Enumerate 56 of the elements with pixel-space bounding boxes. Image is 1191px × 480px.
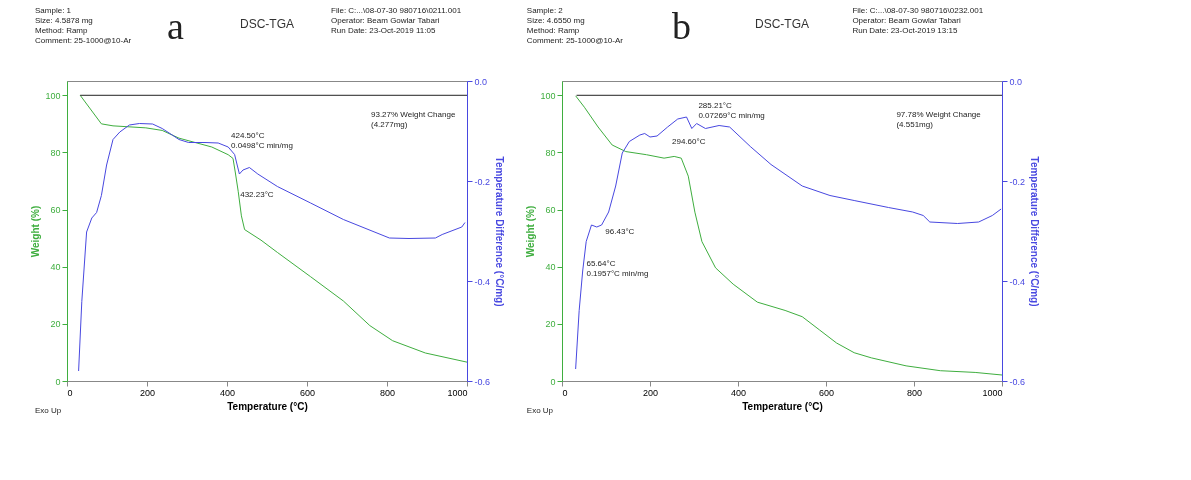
x-tick-label: 400 bbox=[219, 387, 236, 398]
x-tick-label: 400 bbox=[730, 387, 747, 398]
y-tick-label: 80 bbox=[50, 147, 61, 158]
y-tick-label: 40 bbox=[545, 262, 556, 273]
y2-tick-label: 0.0 bbox=[474, 76, 488, 87]
y-tick-label: 100 bbox=[540, 90, 556, 101]
y-tick-label: 100 bbox=[45, 90, 61, 101]
x-tick-label: 1000 bbox=[447, 387, 468, 398]
x-tick-label: 1000 bbox=[982, 387, 1003, 398]
y2-axis-title: Temperature Difference (°C/mg) bbox=[1029, 156, 1041, 307]
text: Sample: 1 Size: 4.5878 mg Method: Ramp Comment: 25-1000@10-Ar bbox=[35, 6, 132, 45]
y-tick-label: 60 bbox=[545, 205, 556, 216]
x-axis-title: Temperature (°C) bbox=[227, 400, 308, 412]
y2-tick-label: -0.2 bbox=[1009, 176, 1026, 187]
x-axis-title: Temperature (°C) bbox=[742, 400, 823, 412]
x-tick-label: 800 bbox=[906, 387, 923, 398]
annotation: 294.60°C bbox=[672, 137, 706, 146]
text: Sample: 2 Size: 4.6550 mg Method: Ramp Comment: 25-1000@10-Ar bbox=[526, 6, 624, 45]
text: Exo Up bbox=[526, 406, 554, 415]
y-axis-title: Weight (%) bbox=[525, 205, 537, 258]
y2-tick-label: 0.0 bbox=[1009, 76, 1023, 87]
x-tick-label: 200 bbox=[139, 387, 156, 398]
y2-tick-label: -0.2 bbox=[474, 176, 491, 187]
annotation: 65.64°C 0.1957°C min/mg bbox=[586, 259, 649, 279]
annotation: 97.78% Weight Change (4.551mg) bbox=[896, 110, 982, 129]
y2-tick-label: -0.4 bbox=[1009, 276, 1026, 287]
x-tick-label: 600 bbox=[299, 387, 316, 398]
text: b bbox=[672, 5, 691, 47]
annotation: 432.23°C bbox=[240, 190, 274, 200]
y-axis-title: Weight (%) bbox=[30, 205, 42, 258]
x-tick-label: 0 bbox=[562, 387, 568, 398]
chart-title: DSC-TGA bbox=[240, 17, 294, 31]
x-tick-label: 800 bbox=[379, 387, 396, 398]
y-tick-label: 20 bbox=[545, 319, 556, 330]
annotation: 285.21°C 0.07269°C min/mg bbox=[698, 101, 765, 120]
y2-tick-label: -0.4 bbox=[474, 276, 491, 287]
y-tick-label: 80 bbox=[545, 147, 556, 158]
y-tick-label: 40 bbox=[50, 262, 61, 273]
x-tick-label: 200 bbox=[642, 387, 659, 398]
text: File: C:...\08-07-30 980716\0232.001 Operator: Beam Gowlar Tabari Run Date: 23-Oct-2019 13:15 bbox=[852, 6, 984, 35]
annotation: 96.43°C bbox=[605, 226, 635, 236]
y-tick-label: 0 bbox=[550, 376, 556, 387]
text: File: C:...\08-07-30 980716\0211.001 Operator: Beam Gowlar Tabari Run Date: 23-Oct-2019 11:05 bbox=[331, 6, 462, 35]
x-tick-label: 0 bbox=[67, 387, 73, 398]
text: Exo Up bbox=[35, 406, 62, 415]
y2-tick-label: -0.6 bbox=[474, 376, 491, 387]
chart-title: DSC-TGA bbox=[755, 17, 809, 31]
y2-axis-title: Temperature Difference (°C/mg) bbox=[494, 156, 506, 307]
y-tick-label: 0 bbox=[55, 376, 61, 387]
y-tick-label: 60 bbox=[50, 205, 61, 216]
y2-tick-label: -0.6 bbox=[1009, 376, 1026, 387]
annotation: 93.27% Weight Change (4.277mg) bbox=[371, 110, 456, 129]
y-tick-label: 20 bbox=[50, 319, 61, 330]
x-tick-label: 600 bbox=[818, 387, 835, 398]
text: a bbox=[167, 5, 184, 47]
annotation: 424.50°C 0.0498°C min/mg bbox=[231, 131, 293, 150]
